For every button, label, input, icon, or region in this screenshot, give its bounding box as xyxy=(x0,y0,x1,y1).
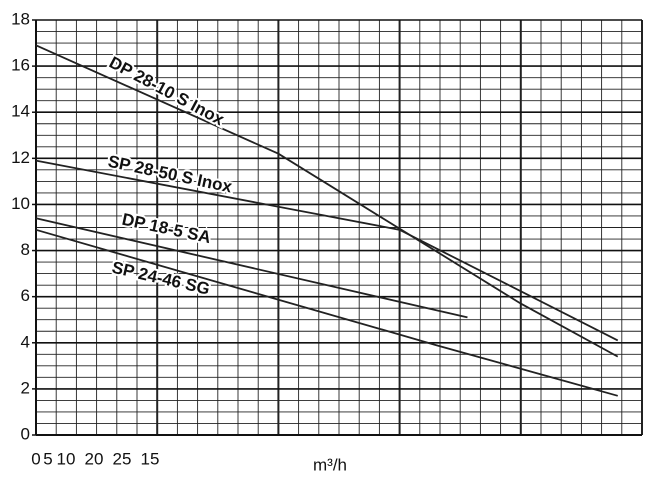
x-tick-label: 15 xyxy=(141,449,160,468)
y-tick-label: 2 xyxy=(21,378,30,397)
x-tick-label: 0 xyxy=(31,449,40,468)
y-tick-label: 12 xyxy=(11,148,30,167)
y-tick-label: 0 xyxy=(21,424,30,443)
series-label: DP 28-10 S Inox xyxy=(106,53,228,130)
series-line xyxy=(35,44,619,358)
y-tick-label: 10 xyxy=(11,194,30,213)
y-tick-label: 4 xyxy=(21,332,30,351)
y-tick-label: 6 xyxy=(21,286,30,305)
series-line xyxy=(35,217,468,319)
y-tick-label: 8 xyxy=(21,240,30,259)
y-tick-label: 14 xyxy=(11,102,30,121)
x-axis-label: m³/h xyxy=(313,455,347,474)
x-tick-label: 25 xyxy=(113,449,132,468)
y-tick-label: 18 xyxy=(11,9,30,28)
x-tick-label: 5 xyxy=(43,449,52,468)
series-line xyxy=(35,159,619,342)
series-label: SP 24-46 SG xyxy=(110,258,212,299)
y-tick-label: 16 xyxy=(11,56,30,75)
x-tick-label: 10 xyxy=(57,449,76,468)
series-line xyxy=(35,228,619,397)
x-tick-label: 20 xyxy=(85,449,104,468)
